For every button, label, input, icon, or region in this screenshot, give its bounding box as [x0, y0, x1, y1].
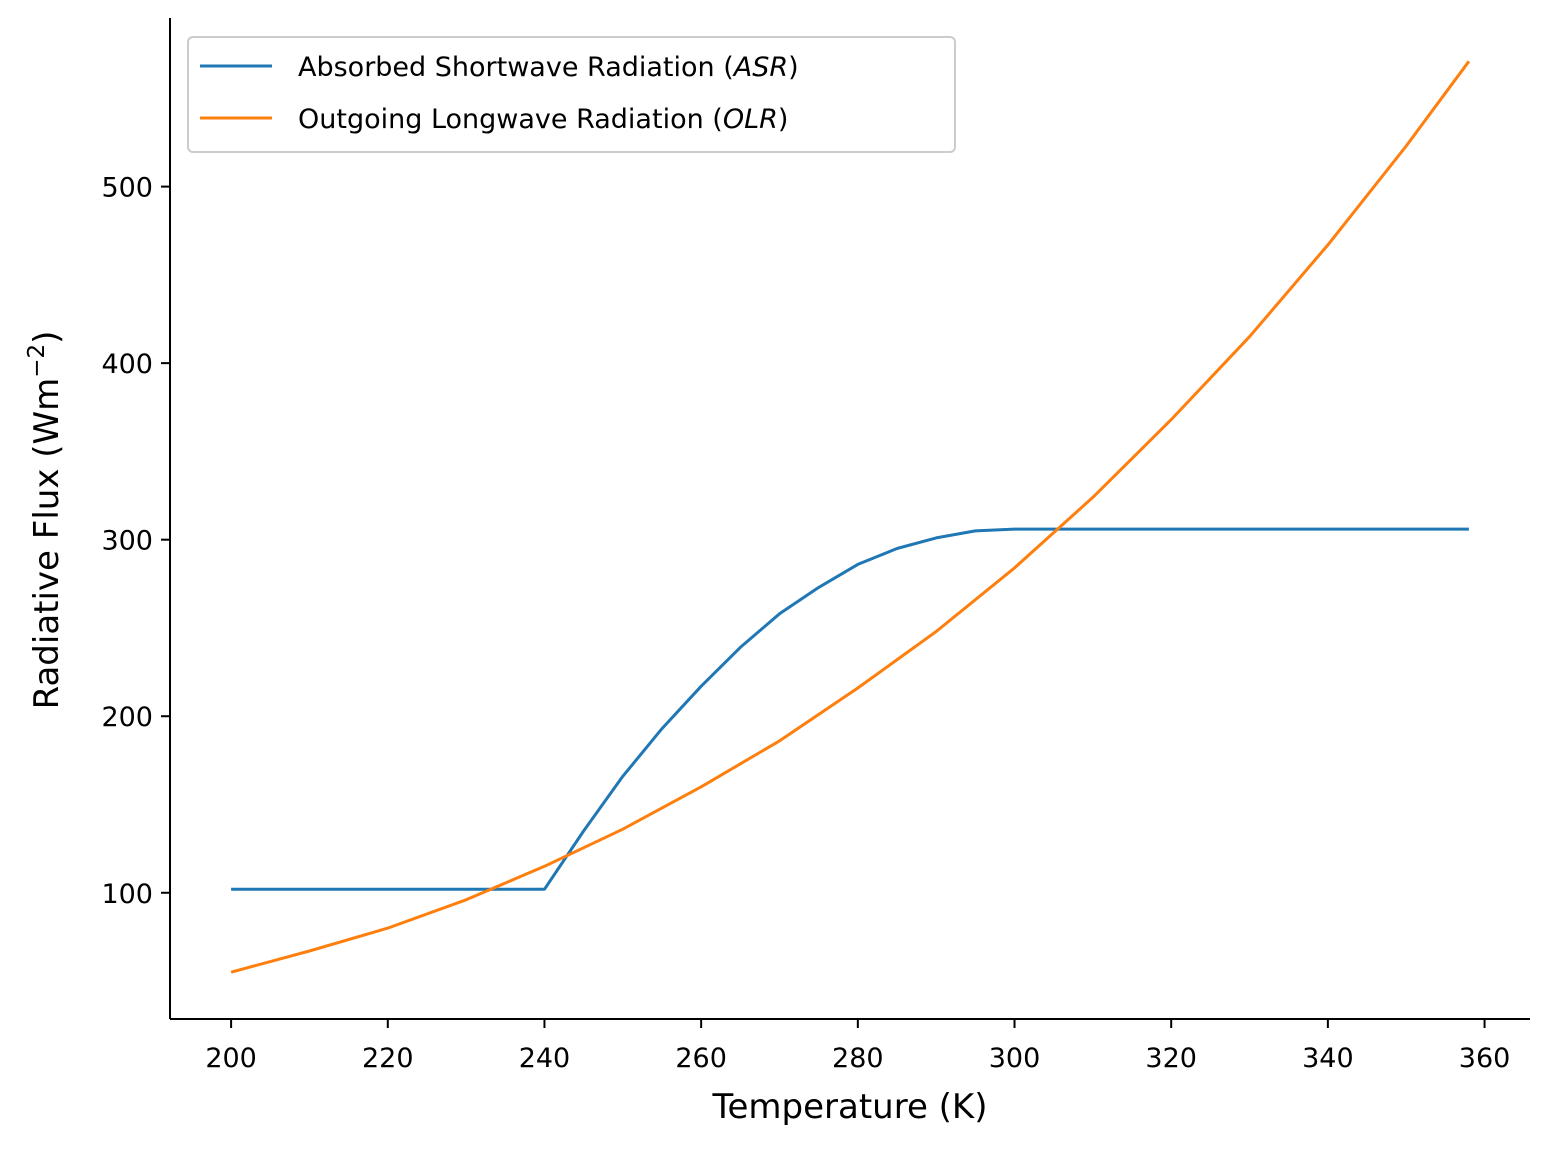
legend-label-olr-symbol: OLR — [723, 104, 778, 135]
y-axis-title-close: ) — [27, 331, 67, 344]
y-axis-title-exponent: −2 — [24, 344, 50, 378]
y-ticks: 100 200 300 400 500 — [101, 173, 170, 910]
legend-label-olr-prefix: Outgoing Longwave Radiation ( — [298, 104, 723, 135]
y-tick-label: 400 — [101, 349, 153, 380]
legend-label-asr: Absorbed Shortwave Radiation (ASR) — [298, 52, 799, 83]
y-axis-title-main: Radiative Flux (Wm — [27, 378, 67, 710]
legend-entry-asr: Absorbed Shortwave Radiation (ASR) — [200, 52, 799, 83]
x-tick-label: 200 — [205, 1043, 257, 1074]
plot-area: 200 220 240 260 280 300 320 340 360 100 200 300 400… — [101, 18, 1530, 1074]
x-ticks: 200 220 240 260 280 300 320 340 360 — [205, 1019, 1510, 1074]
legend: Absorbed Shortwave Radiation (ASR) Outgo… — [187, 36, 956, 153]
x-tick-label: 340 — [1302, 1043, 1354, 1074]
x-tick-label: 300 — [989, 1043, 1041, 1074]
legend-label-asr-suffix: ) — [788, 52, 799, 83]
legend-label-olr: Outgoing Longwave Radiation (OLR) — [298, 104, 788, 135]
x-tick-label: 220 — [362, 1043, 414, 1074]
x-tick-label: 360 — [1459, 1043, 1511, 1074]
y-tick-label: 500 — [101, 173, 153, 204]
series-layer — [230, 60, 1471, 974]
x-tick-label: 320 — [1145, 1043, 1197, 1074]
legend-label-asr-prefix: Absorbed Shortwave Radiation ( — [298, 52, 734, 83]
olr-line — [230, 60, 1471, 974]
legend-entry-olr: Outgoing Longwave Radiation (OLR) — [200, 104, 788, 135]
y-tick-label: 300 — [101, 526, 153, 557]
y-tick-label: 100 — [101, 879, 153, 910]
x-tick-label: 240 — [519, 1043, 571, 1074]
y-axis-title: Radiative Flux (Wm−2) — [24, 331, 67, 710]
x-axis-title: Temperature (K) — [711, 1087, 987, 1127]
legend-label-olr-suffix: ) — [778, 104, 789, 135]
x-tick-label: 280 — [832, 1043, 884, 1074]
x-tick-label: 260 — [675, 1043, 727, 1074]
y-tick-label: 200 — [101, 702, 153, 733]
legend-label-asr-symbol: ASR — [732, 52, 788, 83]
asr-line — [231, 527, 1469, 891]
legend-frame — [187, 36, 956, 153]
